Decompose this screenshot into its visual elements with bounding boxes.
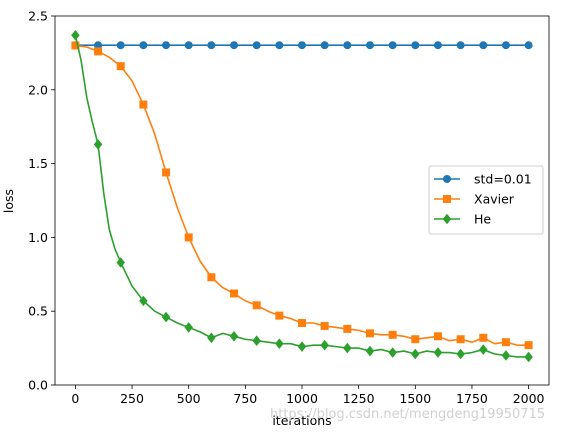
y-tick-label: 1.5 [28,156,48,171]
data-point-diamond [320,339,329,351]
data-point-diamond [161,311,171,323]
data-point-diamond [139,295,148,307]
data-point-square [94,47,103,56]
data-point-square [298,319,306,328]
data-point-circle [411,41,420,50]
data-point-square [501,338,510,347]
legend-label: Xavier [474,192,515,207]
data-point-diamond [207,332,216,344]
x-tick-label: 250 [120,391,144,406]
data-point-diamond [388,347,397,358]
data-point-square [207,273,216,282]
data-point-circle [433,41,442,50]
data-point-square [184,233,193,242]
y-tick-label: 1.0 [28,230,48,245]
data-point-square [275,311,284,320]
series-0 [71,41,533,50]
data-point-square [443,195,451,203]
y-tick-label: 2.0 [28,82,48,97]
data-point-circle [524,41,533,50]
legend-box [428,165,544,235]
x-axis-label: iterations [272,413,331,428]
data-point-circle [252,41,261,50]
data-point-circle [343,41,352,50]
data-point-circle [501,41,510,50]
y-axis-label: loss [1,189,16,213]
data-point-circle [139,41,148,50]
x-tick-label: 2000 [513,391,545,406]
data-point-circle [207,41,216,50]
y-tick-label: 0.5 [28,304,48,319]
y-tick-label: 2.5 [28,9,48,24]
data-point-square [116,62,125,71]
x-axis-ticks: 0 250 500 750 1000 1250 1500 1750 2000 [71,385,545,406]
data-point-diamond [456,348,465,360]
data-point-square [343,324,352,333]
data-point-circle [388,41,397,50]
x-tick-label: 1250 [343,391,375,406]
data-point-diamond [252,335,261,347]
data-point-square [388,330,397,339]
data-point-square [71,41,80,50]
data-point-square [320,321,329,330]
data-point-diamond [343,342,352,354]
series-layer [71,29,533,363]
data-point-diamond [229,330,239,342]
legend-entries: std=0.01 Xavier He [434,172,532,227]
y-tick-label: 0.0 [28,378,48,393]
legend-label: He [474,212,491,227]
data-point-diamond [93,139,103,150]
data-point-diamond [297,341,307,352]
data-point-circle [116,41,125,50]
data-point-square [456,335,465,344]
x-tick-label: 0 [71,391,79,406]
watermark-url: https://blog.csdn.net/mengdeng19950715 [270,407,546,422]
data-point-diamond [71,29,80,41]
data-point-circle [456,41,465,50]
data-point-circle [94,41,103,50]
data-point-diamond [116,257,125,268]
data-point-square [230,289,239,298]
data-point-diamond [365,345,375,357]
data-point-circle [184,41,193,50]
data-point-circle [320,41,329,50]
data-point-diamond [184,322,193,333]
x-tick-label: 1000 [286,391,318,406]
data-point-square [365,329,374,338]
legend-label: std=0.01 [474,172,532,187]
series-1 [71,41,533,350]
data-point-square [524,341,533,350]
data-point-square [252,301,261,310]
data-point-circle [230,41,239,50]
data-point-diamond [501,350,511,361]
data-point-square [479,333,488,342]
data-point-circle [479,41,488,50]
data-point-diamond [524,351,533,363]
data-point-diamond [275,338,284,349]
data-point-circle [162,41,171,50]
data-point-circle [443,175,451,183]
y-axis-ticks: 0.0 0.5 1.0 1.5 2.0 2.5 [28,9,55,393]
data-point-diamond [442,213,452,225]
x-tick-label: 1500 [399,391,431,406]
data-point-square [411,335,420,344]
data-point-square [433,332,442,341]
data-point-diamond [433,347,443,358]
x-tick-label: 500 [177,391,201,406]
x-tick-label: 750 [233,391,257,406]
data-point-diamond [479,344,488,355]
series-2 [71,29,533,363]
data-point-circle [298,41,306,50]
data-point-square [162,168,171,177]
data-point-circle [365,41,374,50]
data-point-circle [275,41,284,50]
data-point-diamond [411,348,420,360]
data-point-square [139,100,148,109]
legend: std=0.01 Xavier He [428,165,544,235]
x-tick-label: 1750 [456,391,488,406]
